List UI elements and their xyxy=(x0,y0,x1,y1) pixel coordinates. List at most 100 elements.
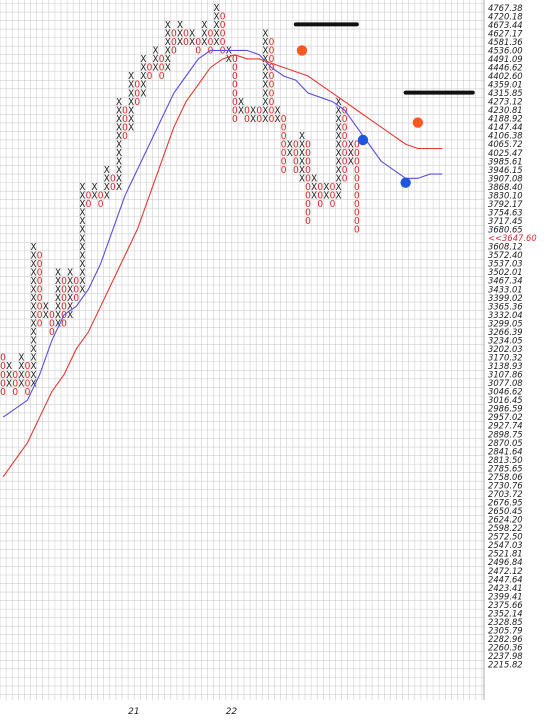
price-level-label: 3365.36 xyxy=(488,301,523,311)
grid-lines xyxy=(0,0,484,700)
o-box: O xyxy=(12,387,18,398)
x-box: X xyxy=(336,148,342,159)
o-box: O xyxy=(269,54,275,65)
o-box: O xyxy=(220,46,226,57)
o-box: O xyxy=(305,148,311,159)
x-box: X xyxy=(55,284,61,295)
o-box: O xyxy=(220,29,226,40)
x-box: X xyxy=(31,293,37,304)
o-box: O xyxy=(122,131,128,142)
price-level-label: 3946.15 xyxy=(488,165,523,175)
o-box: O xyxy=(37,276,43,287)
o-box: O xyxy=(49,319,55,330)
o-box: O xyxy=(305,191,311,202)
o-box: O xyxy=(171,37,177,48)
o-box: O xyxy=(183,29,189,40)
o-box: O xyxy=(330,199,336,210)
o-box: O xyxy=(305,157,311,168)
annotations xyxy=(293,22,475,188)
o-box: O xyxy=(305,139,311,150)
o-box: O xyxy=(61,284,67,295)
o-box: O xyxy=(354,148,360,159)
x-box: X xyxy=(226,46,232,57)
o-box: O xyxy=(0,361,6,372)
o-box: O xyxy=(86,199,92,210)
x-box: X xyxy=(140,88,146,99)
o-box: O xyxy=(25,370,31,381)
x-box: X xyxy=(116,174,122,185)
o-box: O xyxy=(281,148,287,159)
price-level-label: 2423.41 xyxy=(488,583,523,593)
x-box: X xyxy=(336,114,342,125)
o-box: O xyxy=(305,182,311,193)
price-level-label: 3985.61 xyxy=(488,156,523,166)
price-level-label: 3754.63 xyxy=(488,207,523,217)
o-box: O xyxy=(342,174,348,185)
x-box: X xyxy=(201,29,207,40)
o-box: O xyxy=(220,37,226,48)
o-box: O xyxy=(281,131,287,142)
x-box: X xyxy=(140,54,146,65)
o-box: O xyxy=(208,29,214,40)
x-box: X xyxy=(79,233,85,244)
o-box: O xyxy=(86,191,92,202)
pf-columns: OOOOOXXXOOOXXXXOOOOXXXXXXXXXXXXXXXXXOOOO… xyxy=(0,3,360,398)
x-box: X xyxy=(31,259,37,270)
o-box: O xyxy=(269,97,275,108)
x-box: X xyxy=(214,29,220,40)
price-level-label: 2305.79 xyxy=(488,625,523,635)
o-box: O xyxy=(0,353,6,364)
price-level-label: 3016.45 xyxy=(488,395,523,405)
x-box: X xyxy=(287,148,293,159)
o-box: O xyxy=(73,276,79,287)
x-box: X xyxy=(31,319,37,330)
o-box: O xyxy=(61,293,67,304)
o-box: O xyxy=(281,157,287,168)
price-level-label: 4273.12 xyxy=(488,97,523,107)
x-box: X xyxy=(262,63,268,74)
price-level-label: 2730.76 xyxy=(488,480,523,490)
x-box: X xyxy=(92,191,98,202)
x-box: X xyxy=(336,191,342,202)
x-box: X xyxy=(55,276,61,287)
x-box: X xyxy=(31,370,37,381)
x-box: X xyxy=(116,165,122,176)
o-box: O xyxy=(25,378,31,389)
o-box: O xyxy=(293,148,299,159)
x-box: X xyxy=(348,148,354,159)
x-box: X xyxy=(336,182,342,193)
price-level-label: 4147.44 xyxy=(488,122,523,132)
x-box: X xyxy=(250,114,256,125)
x-box: X xyxy=(336,122,342,133)
price-level-label: 3202.03 xyxy=(488,344,523,354)
price-level-label: 3170.32 xyxy=(488,352,523,362)
price-level-label: 4446.62 xyxy=(488,62,523,72)
x-box: X xyxy=(262,37,268,48)
o-box: O xyxy=(37,259,43,270)
x-box: X xyxy=(165,20,171,31)
x-box: X xyxy=(323,182,329,193)
price-level-label: 2237.98 xyxy=(488,651,523,661)
price-level-label: 3502.01 xyxy=(488,267,523,277)
o-box: O xyxy=(25,361,31,372)
o-box: O xyxy=(317,199,323,210)
x-box: X xyxy=(79,199,85,210)
x-box: X xyxy=(140,63,146,74)
o-box: O xyxy=(317,191,323,202)
x-box: X xyxy=(31,267,37,278)
price-level-label: 2472.12 xyxy=(488,566,523,576)
x-box: X xyxy=(165,37,171,48)
o-box: O xyxy=(281,114,287,125)
x-box: X xyxy=(299,165,305,176)
o-box: O xyxy=(122,105,128,116)
o-box: O xyxy=(110,182,116,193)
price-level-label: 2703.72 xyxy=(488,489,523,499)
x-box: X xyxy=(226,54,232,65)
o-box: O xyxy=(232,114,238,125)
price-level-label: 4402.60 xyxy=(488,71,523,81)
x-box: X xyxy=(311,191,317,202)
x-box: X xyxy=(299,174,305,185)
x-box: X xyxy=(31,361,37,372)
x-box: X xyxy=(79,191,85,202)
